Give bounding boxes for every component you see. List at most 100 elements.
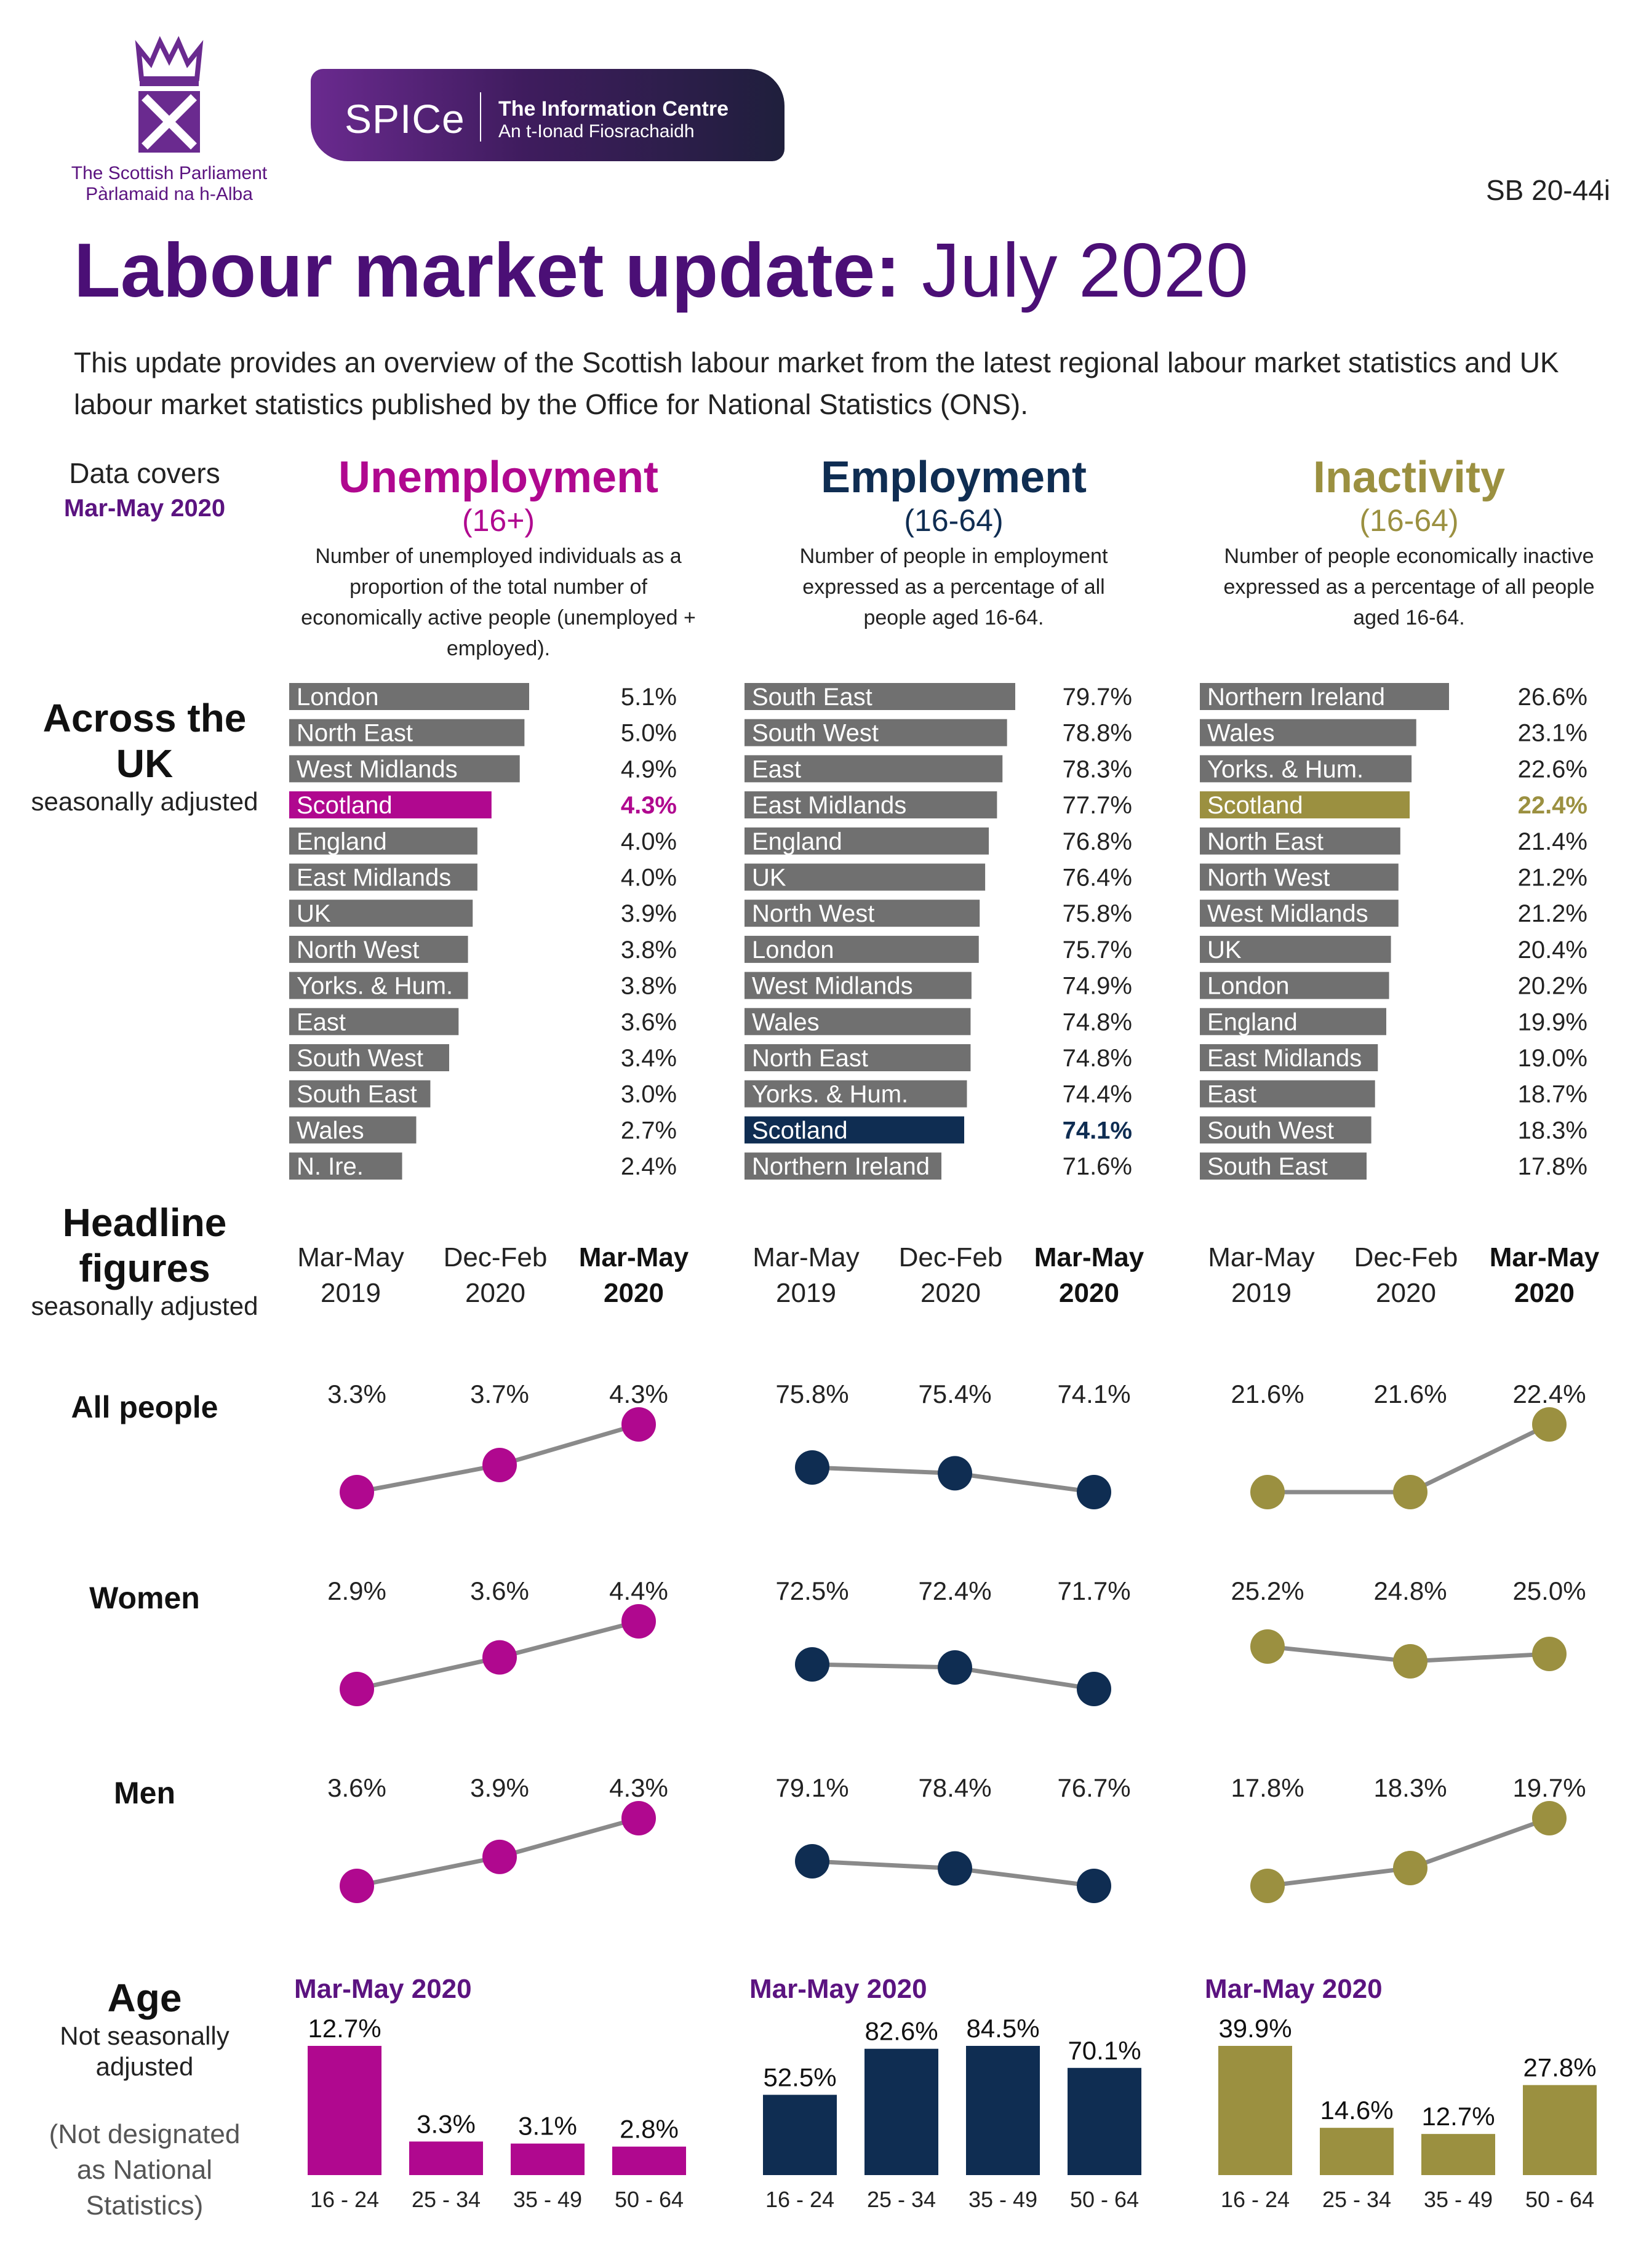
- age-category-label: 25 - 34: [412, 2187, 481, 2212]
- headline-point: [621, 1604, 656, 1639]
- region-bar: [1200, 791, 1410, 819]
- region-value-label: 74.8%: [1063, 1045, 1132, 1072]
- region-bar: [745, 719, 1007, 746]
- employment-age-chart: 52.5% 16 - 24 82.6% 25 - 34 84.5% 35 - 49 70.1…: [763, 2014, 1141, 2212]
- headline-point: [340, 1869, 374, 1903]
- region-label: Northern Ireland: [752, 1153, 930, 1180]
- across-uk-title: Across the UK: [42, 696, 247, 786]
- period-header: Mar-May 2020: [578, 1242, 689, 1308]
- inactivity-region-chart: Northern Ireland 26.6% Wales 23.1% Yorks. & …: [1200, 683, 1587, 1180]
- region-label: West Midlands: [752, 973, 913, 1000]
- age-bar: [511, 2143, 585, 2175]
- employment-headline-chart: 75.8% 75.4% 74.1% 72.5% 72.4% 71.7% 79.1% 78.4%…: [775, 1380, 1131, 1903]
- age-value-label: 14.6%: [1320, 2096, 1393, 2125]
- region-bar: [745, 1044, 971, 1071]
- age-value-label: 2.8%: [620, 2115, 679, 2144]
- age-bar: [966, 2046, 1040, 2175]
- region-value-label: 19.9%: [1518, 1008, 1587, 1036]
- age-bar: [1523, 2085, 1597, 2175]
- region-value-label: 76.8%: [1063, 828, 1132, 855]
- org-name-en: The Scottish Parliament: [71, 163, 268, 183]
- period-header: Mar-May 2020: [1034, 1242, 1144, 1308]
- region-value-label: 76.4%: [1063, 864, 1132, 892]
- region-bar: [745, 1080, 967, 1108]
- region-value-label: 21.2%: [1518, 900, 1587, 927]
- region-value-label: 78.3%: [1063, 756, 1132, 783]
- headline-value-label: 75.8%: [775, 1380, 848, 1408]
- headline-point: [482, 1839, 517, 1874]
- headline-value-label: 2.9%: [327, 1576, 386, 1605]
- region-label: Yorks. & Hum.: [297, 973, 453, 1000]
- region-bar: [289, 791, 492, 819]
- headline-value-label: 3.9%: [470, 1773, 529, 1802]
- region-bar: [1200, 1008, 1386, 1036]
- age-bar: [409, 2141, 483, 2175]
- region-label: North East: [1207, 828, 1324, 855]
- region-label: England: [752, 828, 842, 855]
- headline-point: [1077, 1475, 1111, 1509]
- period-header: Dec-Feb 2020: [443, 1242, 548, 1308]
- region-bar: [1200, 719, 1416, 746]
- unemployment-age-range: (16+): [461, 503, 535, 538]
- unemployment-headline-chart: 3.3% 3.7% 4.3% 2.9% 3.6% 4.4% 3.6% 3.9% 4.3%: [327, 1380, 668, 1903]
- region-value-label: 18.7%: [1518, 1081, 1587, 1108]
- region-label: Wales: [1207, 720, 1275, 747]
- employment-description: Number of people in employment expressed…: [799, 545, 1108, 629]
- region-label: South West: [297, 1045, 423, 1072]
- headline-value-label: 18.3%: [1373, 1773, 1447, 1802]
- age-bar: [763, 2094, 837, 2175]
- age-category-label: 25 - 34: [1322, 2187, 1391, 2212]
- region-label: London: [752, 936, 834, 964]
- age-category-label: 35 - 49: [513, 2187, 582, 2212]
- inactivity-heading: Inactivity: [1312, 453, 1506, 502]
- region-value-label: 3.4%: [621, 1045, 677, 1072]
- age-bar: [612, 2146, 686, 2175]
- region-bar: [1200, 1080, 1375, 1108]
- headline-value-label: 79.1%: [775, 1773, 848, 1802]
- page-title: Labour market update: July 2020: [74, 225, 1248, 317]
- headline-value-label: 4.3%: [609, 1380, 668, 1408]
- region-bar: [745, 827, 989, 855]
- region-label: East: [752, 756, 801, 783]
- headline-value-label: 25.0%: [1512, 1576, 1586, 1605]
- region-value-label: 75.8%: [1063, 900, 1132, 927]
- region-value-label: 4.9%: [621, 756, 677, 783]
- region-value-label: 17.8%: [1518, 1153, 1587, 1180]
- region-value-label: 3.9%: [621, 900, 677, 927]
- region-value-label: 75.7%: [1063, 936, 1132, 964]
- age-category-label: 25 - 34: [867, 2187, 936, 2212]
- age-bar: [1218, 2046, 1292, 2175]
- scottish-parliament-crest-icon: [135, 36, 204, 153]
- inactivity-age-chart: 39.9% 16 - 24 14.6% 25 - 34 12.7% 35 - 49 27.8…: [1218, 2014, 1597, 2212]
- region-label: England: [297, 828, 387, 855]
- age-category-label: 16 - 24: [1221, 2187, 1290, 2212]
- headline-point: [938, 1650, 972, 1685]
- region-value-label: 5.0%: [621, 720, 677, 747]
- headline-point: [1393, 1644, 1427, 1679]
- region-label: North West: [1207, 864, 1330, 892]
- region-value-label: 79.7%: [1063, 684, 1132, 711]
- region-label: Scotland: [1207, 792, 1303, 819]
- region-bar: [1200, 972, 1389, 999]
- headline-value-label: 3.6%: [470, 1576, 529, 1605]
- region-bar: [289, 1044, 449, 1071]
- inactivity-age-range: (16-64): [1359, 503, 1459, 538]
- headline-point: [1532, 1407, 1567, 1442]
- headline-point: [1393, 1851, 1427, 1886]
- region-bar: [745, 755, 1003, 783]
- region-bar: [289, 1116, 417, 1144]
- headline-point: [621, 1407, 656, 1442]
- headline-value-label: 3.6%: [327, 1773, 386, 1802]
- region-value-label: 21.2%: [1518, 864, 1587, 892]
- region-bar: [745, 935, 979, 963]
- region-bar: [1200, 827, 1400, 855]
- region-bar: [289, 827, 477, 855]
- region-label: London: [297, 684, 378, 711]
- headline-value-label: 72.5%: [775, 1576, 848, 1605]
- data-covers-period: Mar-May 2020: [63, 495, 226, 522]
- row-label-men: Men: [114, 1776, 175, 1810]
- region-label: North East: [297, 720, 413, 747]
- title-bold: Labour market update:: [74, 228, 901, 313]
- region-label: North West: [297, 936, 419, 964]
- spice-divider: [480, 92, 481, 142]
